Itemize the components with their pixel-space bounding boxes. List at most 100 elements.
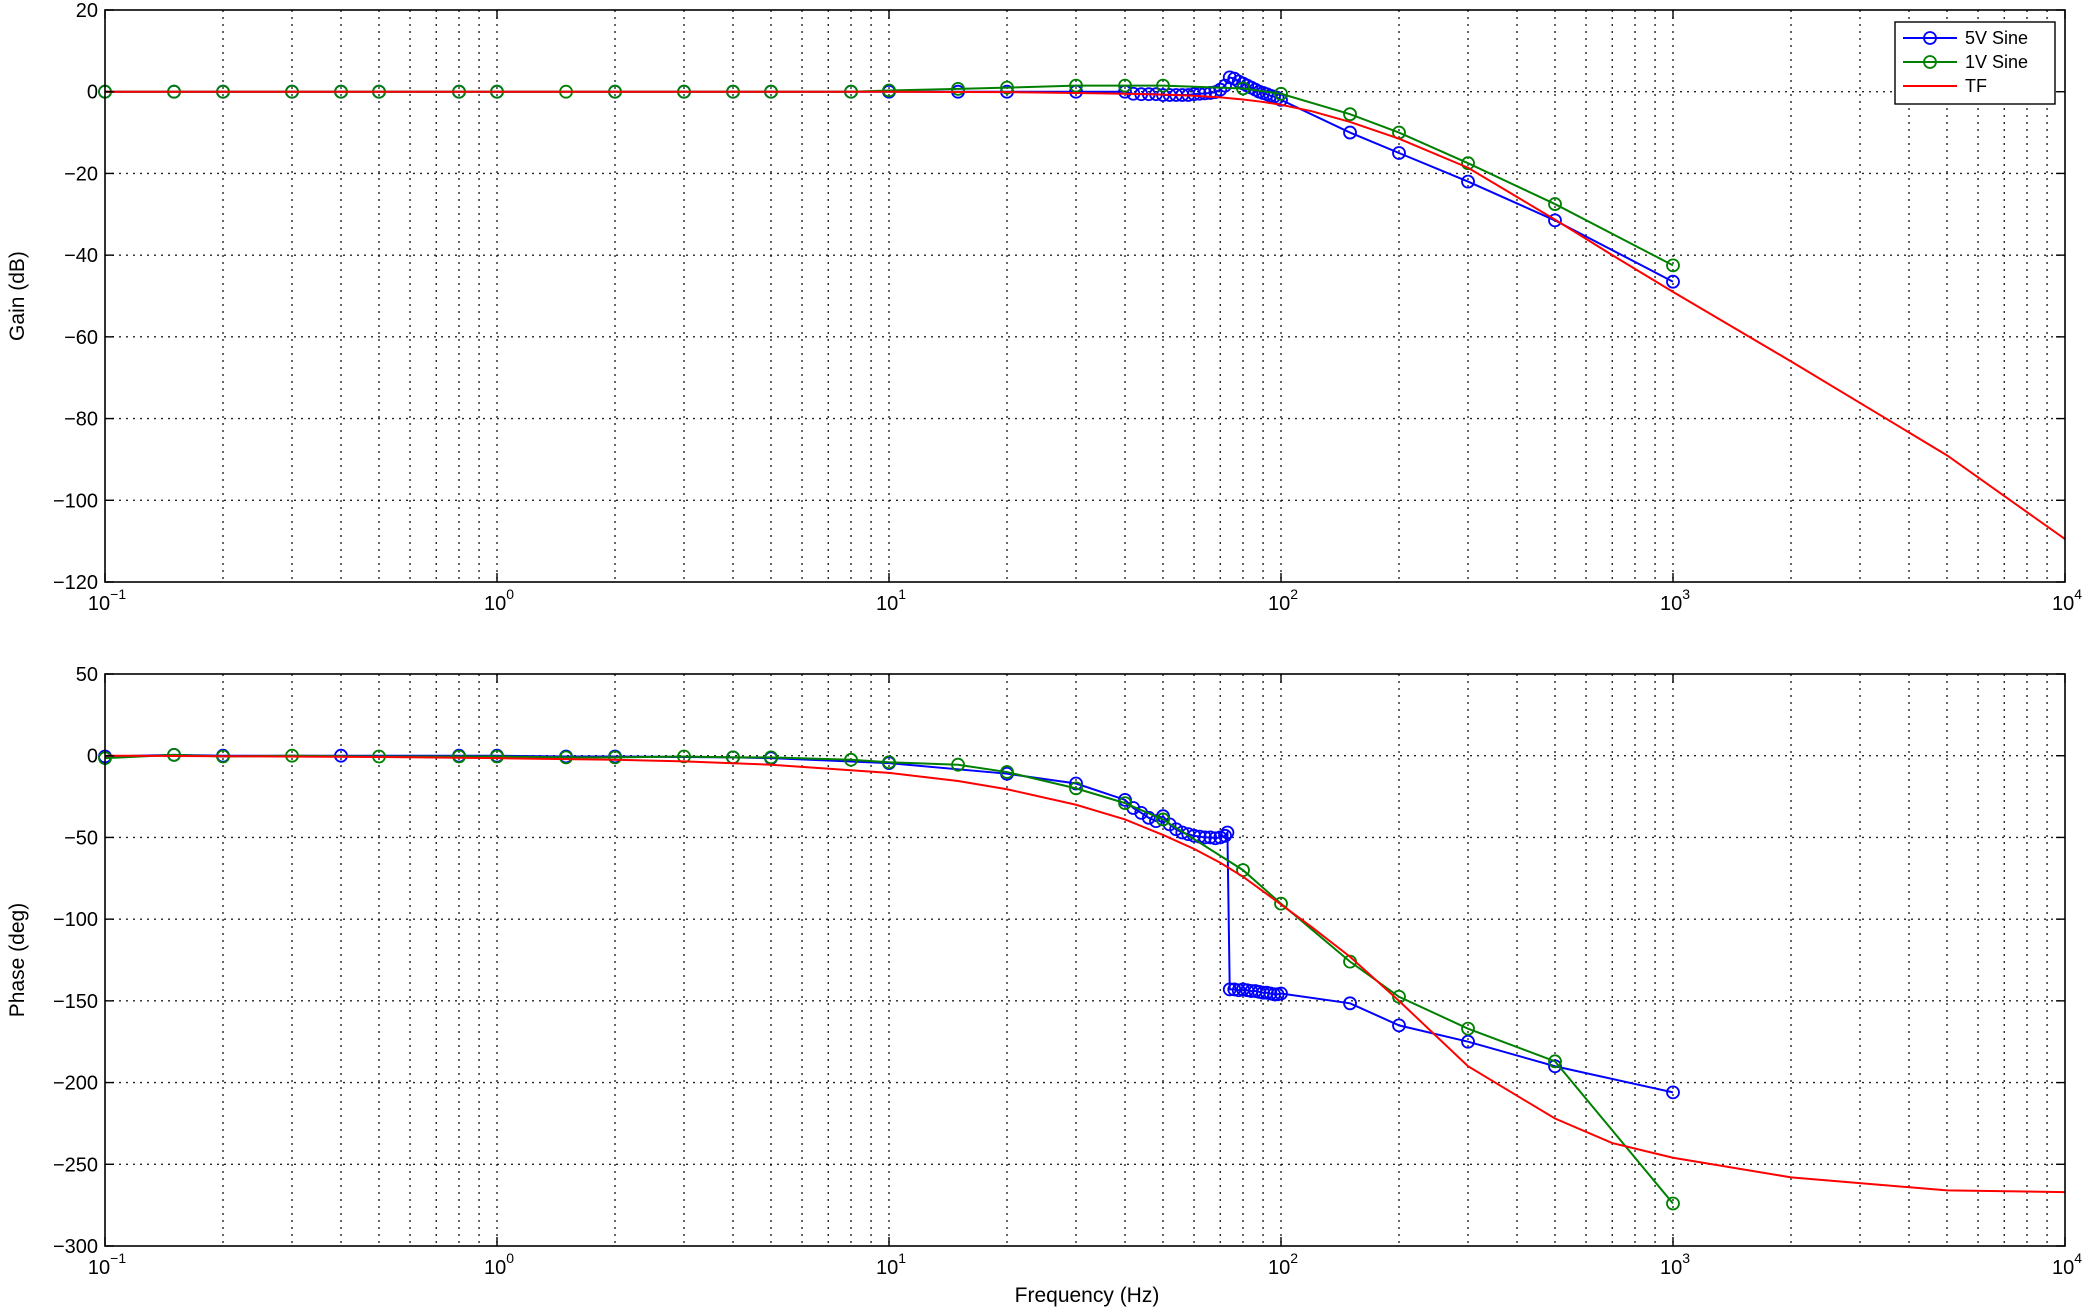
- x-tick-label: 102: [1268, 586, 1298, 615]
- y-tick-label: −100: [53, 490, 98, 512]
- data-point: [1461, 156, 1475, 171]
- data-point: [1267, 987, 1281, 1002]
- data-point: [608, 750, 622, 765]
- data-point: [1548, 213, 1562, 228]
- legend-label: TF: [1965, 76, 1987, 96]
- data-point: [1666, 258, 1680, 273]
- y-tick-label: −80: [64, 409, 98, 431]
- y-tick-label: −100: [53, 909, 98, 931]
- x-axis-label: Frequency (Hz): [1015, 1284, 1160, 1307]
- y-tick-label: −300: [53, 1236, 98, 1258]
- data-point: [1392, 1018, 1406, 1033]
- data-point: [1666, 274, 1680, 289]
- data-point: [1343, 996, 1357, 1011]
- series-2: [104, 754, 2066, 1194]
- y-tick-label: 0: [87, 746, 98, 768]
- y-tick-label: 50: [76, 664, 98, 686]
- data-point: [1208, 831, 1223, 846]
- data-point: [559, 750, 573, 765]
- series-1: [98, 748, 1680, 1211]
- data-point: [490, 749, 504, 764]
- y-tick-label: −150: [53, 991, 98, 1013]
- data-point: [1343, 125, 1357, 140]
- series-2: [105, 90, 2066, 540]
- data-point: [1000, 765, 1014, 779]
- data-point: [1220, 825, 1235, 840]
- x-tick-label: 101: [876, 1250, 906, 1279]
- axes-frame: [104, 673, 2066, 1247]
- legend-label: 5V Sine: [1965, 28, 2028, 48]
- data-point: [1274, 986, 1288, 1001]
- y-tick-label: −40: [64, 245, 98, 267]
- legend-label: 1V Sine: [1965, 52, 2028, 72]
- grid-lines: [105, 674, 2065, 1246]
- y-tick-label: −50: [64, 827, 98, 849]
- data-point: [882, 755, 896, 770]
- data-point: [1198, 830, 1212, 845]
- data-point: [1274, 86, 1288, 101]
- x-tick-label: 102: [1268, 1250, 1298, 1279]
- x-tick-label: 104: [2052, 1250, 2082, 1279]
- x-tick-label: 103: [1660, 1250, 1690, 1279]
- data-point: [882, 83, 896, 98]
- data-point: [1274, 896, 1288, 911]
- legend-marker: [1923, 55, 1937, 69]
- y-axis-label: Phase (deg): [6, 903, 29, 1017]
- data-point: [677, 749, 691, 764]
- y-axis-label: Gain (dB): [6, 251, 29, 341]
- x-tick-label: 10−1: [88, 1250, 126, 1279]
- y-tick-label: 0: [87, 82, 98, 104]
- data-point: [844, 752, 858, 767]
- data-point: [1156, 812, 1170, 827]
- grid-lines: [105, 10, 2065, 582]
- data-point: [1187, 87, 1201, 102]
- y-tick-label: −60: [64, 327, 98, 349]
- data-point: [1666, 1196, 1680, 1211]
- data-point: [1236, 81, 1250, 96]
- data-point: [1461, 174, 1475, 189]
- data-point: [1118, 78, 1132, 93]
- data-point: [1203, 830, 1218, 845]
- series-line: [105, 84, 1674, 267]
- data-point: [1461, 1021, 1475, 1036]
- data-point: [1548, 1059, 1562, 1074]
- data-point: [1222, 982, 1237, 997]
- series-line: [104, 753, 1674, 1094]
- y-tick-label: −200: [53, 1073, 98, 1095]
- y-tick-label: −20: [64, 163, 98, 185]
- x-tick-label: 10−1: [88, 586, 126, 615]
- data-point: [1343, 107, 1357, 122]
- data-point: [1548, 197, 1562, 211]
- data-point: [1461, 1034, 1475, 1049]
- y-tick-label: −250: [53, 1154, 98, 1176]
- y-tick-label: −120: [53, 572, 98, 594]
- data-point: [1156, 78, 1170, 93]
- data-point: [1141, 810, 1156, 825]
- data-point: [951, 81, 965, 96]
- data-point: [1218, 828, 1232, 843]
- data-point: [452, 749, 466, 764]
- data-point: [1666, 1085, 1680, 1100]
- data-point: [167, 748, 181, 762]
- x-tick-label: 101: [876, 586, 906, 615]
- data-point: [1069, 781, 1083, 796]
- data-point: [1000, 80, 1014, 95]
- data-point: [1069, 78, 1083, 93]
- series-line: [105, 90, 2066, 540]
- data-point: [1149, 814, 1163, 828]
- data-point: [1069, 776, 1083, 791]
- data-point: [1118, 796, 1132, 811]
- legend[interactable]: 5V Sine 1V Sine TF: [1894, 21, 2056, 105]
- legend-marker: [1923, 31, 1937, 45]
- axes-frame: [104, 9, 2066, 583]
- x-tick-label: 100: [484, 1250, 514, 1279]
- data-point: [764, 750, 778, 765]
- data-point: [951, 757, 965, 772]
- x-tick-label: 100: [484, 586, 514, 615]
